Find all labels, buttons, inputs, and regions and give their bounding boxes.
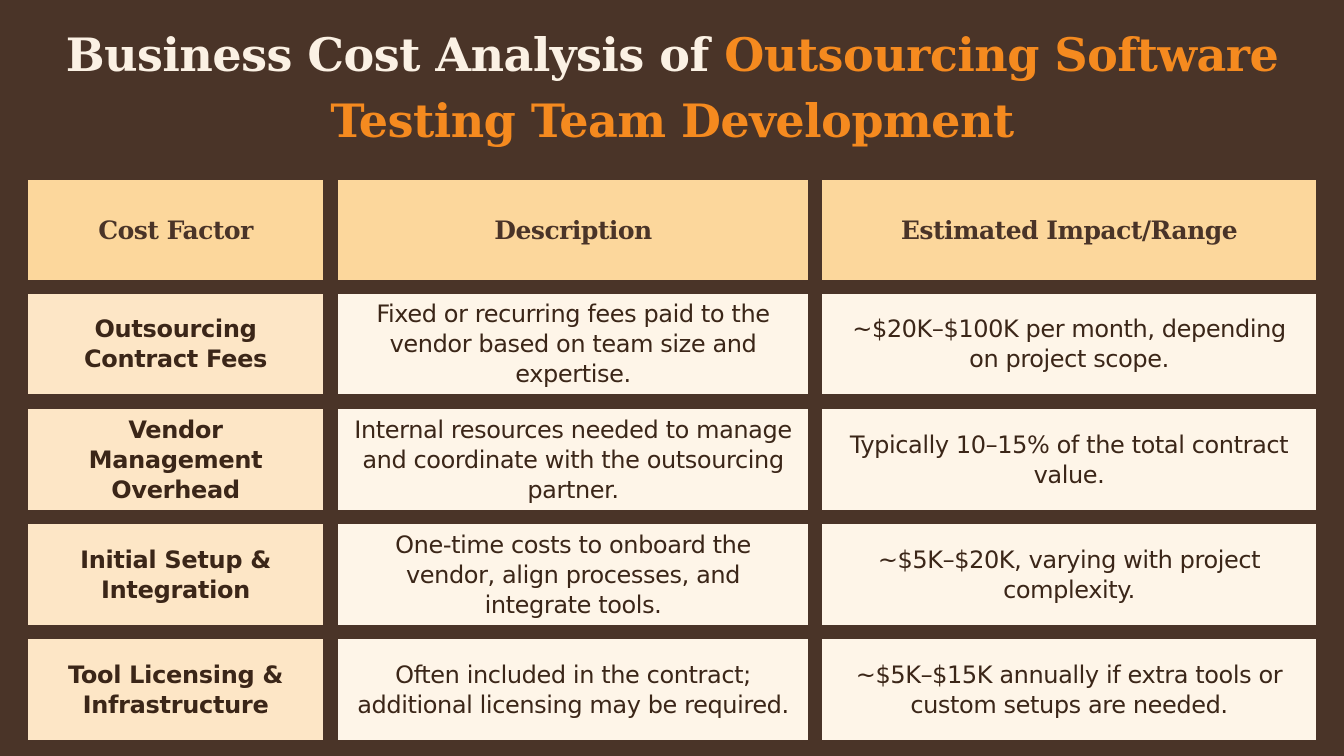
title-part-1: Business Cost Analysis of: [65, 28, 725, 82]
row-2-factor: Vendor Management Overhead: [28, 409, 323, 510]
row-1-factor: Outsourcing Contract Fees: [28, 294, 323, 394]
title-highlight-1: Outsourcing Software: [724, 28, 1279, 82]
header-estimated-impact: Estimated Impact/Range: [822, 180, 1316, 280]
row-1-impact: ~$20K–$100K per month, depending on proj…: [822, 294, 1316, 394]
row-3-description: One-time costs to onboard the vendor, al…: [338, 524, 808, 625]
header-description: Description: [338, 180, 808, 280]
row-2-impact: Typically 10–15% of the total contract v…: [822, 409, 1316, 510]
row-4-description: Often included in the contract; addition…: [338, 639, 808, 740]
row-1-description: Fixed or recurring fees paid to the vend…: [338, 294, 808, 394]
row-4-factor: Tool Licensing & Infrastructure: [28, 639, 323, 740]
row-2-description: Internal resources needed to manage and …: [338, 409, 808, 510]
page-title: Business Cost Analysis of Outsourcing So…: [0, 22, 1344, 154]
row-4-impact: ~$5K–$15K annually if extra tools or cus…: [822, 639, 1316, 740]
row-3-impact: ~$5K–$20K, varying with project complexi…: [822, 524, 1316, 625]
row-3-factor: Initial Setup & Integration: [28, 524, 323, 625]
title-highlight-2: Testing Team Development: [330, 94, 1014, 148]
header-cost-factor: Cost Factor: [28, 180, 323, 280]
